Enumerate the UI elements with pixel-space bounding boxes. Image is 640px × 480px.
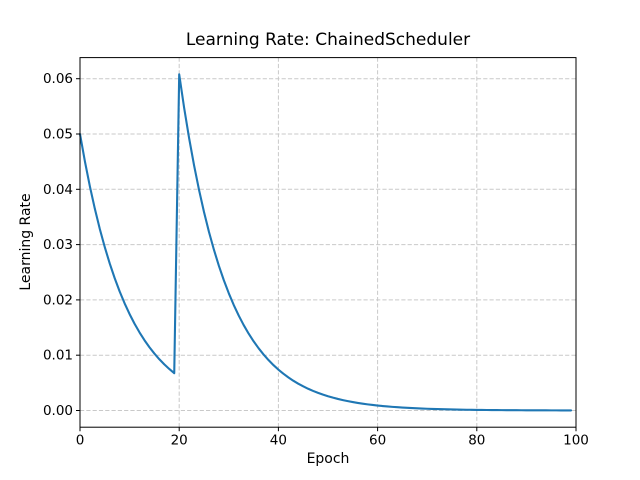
y-tick-label: 0.04 (43, 182, 73, 198)
tick-labels: 0 20 40 60 80 100 0.00 0.01 0.02 0.03 0.04 0.05 0.06 (43, 71, 589, 448)
x-tick-label: 40 (270, 433, 287, 449)
x-tick-label: 100 (563, 433, 589, 449)
axes-spines (79, 57, 577, 428)
x-tick-label: 80 (468, 433, 485, 449)
x-tick-label: 0 (76, 433, 85, 449)
y-tick-label: 0.00 (43, 403, 73, 419)
x-axis-label: Epoch (306, 451, 350, 467)
y-tick-label: 0.05 (43, 127, 73, 143)
x-tick-label: 60 (369, 433, 386, 449)
y-tick-label: 0.01 (43, 348, 73, 364)
x-tick-label: 20 (171, 433, 188, 449)
axis-ticks (76, 78, 577, 432)
plot-background (80, 57, 576, 428)
y-axis-label: Learning Rate (18, 193, 34, 291)
y-tick-label: 0.02 (43, 292, 73, 308)
chart-title: Learning Rate: ChainedScheduler (185, 30, 471, 50)
learning_rate-curve (78, 73, 573, 412)
y-tick-label: 0.06 (43, 71, 73, 87)
y-tick-label: 0.03 (43, 237, 73, 253)
